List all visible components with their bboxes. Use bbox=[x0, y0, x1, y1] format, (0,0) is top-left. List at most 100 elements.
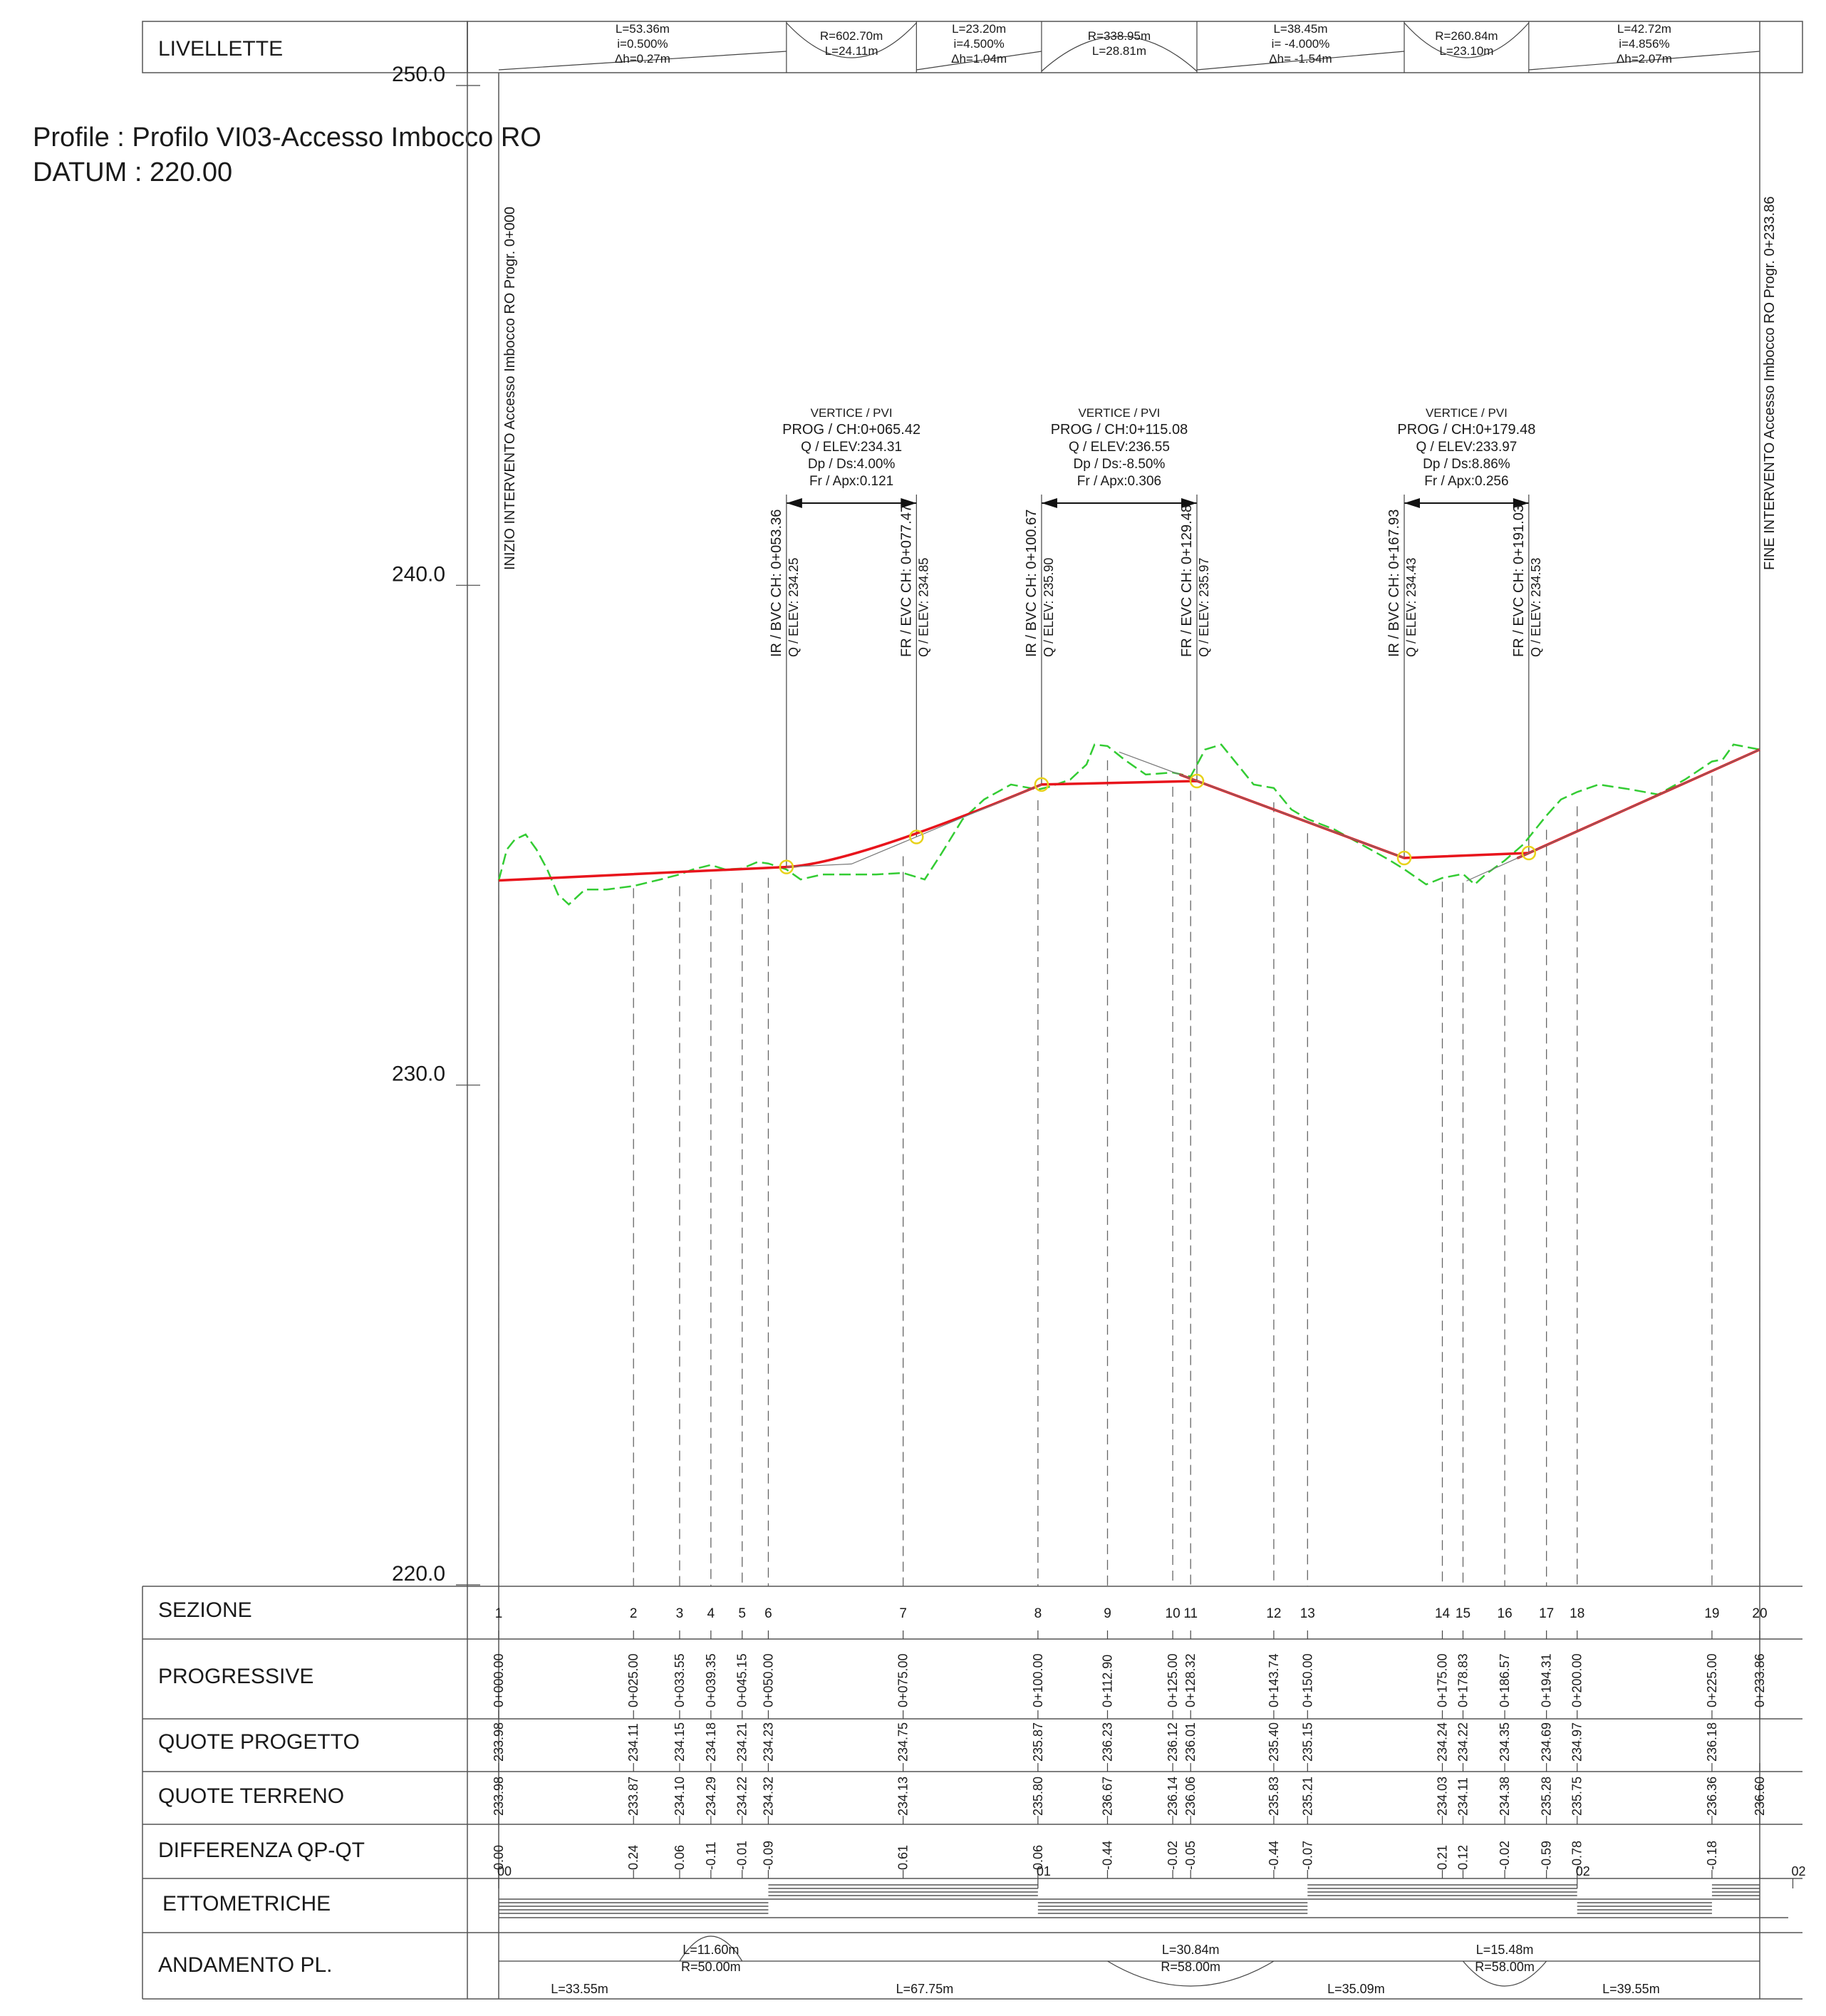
section-difference: -0.44 bbox=[1267, 1841, 1281, 1870]
andamento-curve-length: L=11.60m bbox=[683, 1943, 739, 1957]
livellette-sag-curve bbox=[786, 22, 917, 58]
profile-title: Profile : Profilo VI03-Accesso Imbocco R… bbox=[33, 123, 541, 153]
section-quota-progetto: 234.23 bbox=[761, 1722, 775, 1762]
section-progressive: 0+050.00 bbox=[761, 1653, 775, 1707]
section-number: 11 bbox=[1183, 1606, 1198, 1621]
pvi-elev-label: Q / ELEV: 234.53 bbox=[1529, 558, 1543, 657]
section-number: 18 bbox=[1570, 1606, 1584, 1621]
pvi-arrow-left bbox=[1041, 498, 1057, 508]
pvi-elev-label: Q / ELEV: 234.43 bbox=[1404, 558, 1418, 657]
livellette-text: Δh=1.04m bbox=[951, 52, 1007, 66]
andamento-segment-length: L=39.55m bbox=[1602, 1982, 1660, 1996]
pvi-chainage-label: FR / EVC CH: 0+077.47 bbox=[898, 505, 914, 657]
livellette-text: R=602.70m bbox=[820, 29, 883, 43]
pvi-arrow-right bbox=[1181, 498, 1197, 508]
section-progressive: 0+178.83 bbox=[1456, 1653, 1470, 1707]
livellette-text: L=23.10m bbox=[1439, 44, 1493, 58]
section-number: 4 bbox=[707, 1606, 715, 1621]
pvi-text: Fr / Apx:0.306 bbox=[1077, 474, 1161, 489]
andamento-curve: L=30.84m R=58.00m bbox=[1107, 1943, 1275, 1987]
pvi-chainage-group: FR / EVC CH: 0+077.47 Q / ELEV: 234.85 bbox=[898, 505, 930, 657]
section-difference: 0.00 bbox=[492, 1845, 506, 1870]
pvi-text: Dp / Ds:8.86% bbox=[1423, 457, 1510, 472]
section-progressive: 0+233.86 bbox=[1753, 1653, 1767, 1707]
section-difference: -0.01 bbox=[735, 1841, 749, 1870]
section-difference: -0.02 bbox=[1166, 1841, 1180, 1870]
pvi-chainage-group: FR / EVC CH: 0+129.48 Q / ELEV: 235.97 bbox=[1179, 505, 1211, 657]
andamento-arc bbox=[679, 1935, 743, 1962]
section-quota-terreno: 236.67 bbox=[1100, 1777, 1114, 1816]
livellette-text: L=38.45m bbox=[1273, 22, 1327, 36]
section-quota-terreno: 235.21 bbox=[1300, 1777, 1314, 1816]
andamento-arc bbox=[1107, 1960, 1275, 1987]
andamento-curve-radius: R=58.00m bbox=[1475, 1960, 1535, 1974]
section-quota-progetto: 235.87 bbox=[1031, 1722, 1045, 1762]
andamento-segment-length: L=67.75m bbox=[896, 1982, 954, 1996]
section-quota-progetto: 234.22 bbox=[1456, 1722, 1470, 1762]
pvi-elev-label: Q / ELEV: 235.97 bbox=[1197, 558, 1211, 657]
start-label: INIZIO INTERVENTO Accesso Imbocco RO Pro… bbox=[502, 207, 518, 570]
pvi-chainage-label: IR / BVC CH: 0+100.67 bbox=[1024, 510, 1039, 657]
section-number: 20 bbox=[1752, 1606, 1767, 1621]
row-label-quote-progetto: QUOTE PROGETTO bbox=[158, 1730, 360, 1754]
section-difference: -0.44 bbox=[1100, 1841, 1114, 1870]
pvi-text: PROG / CH:0+179.48 bbox=[1397, 422, 1535, 438]
section-progressive: 0+100.00 bbox=[1031, 1653, 1045, 1707]
pvi-text: PROG / CH:0+065.42 bbox=[782, 422, 920, 438]
section-progressive: 0+194.31 bbox=[1540, 1653, 1554, 1707]
section-difference: -0.07 bbox=[1300, 1841, 1314, 1870]
section-quota-terreno: 234.38 bbox=[1498, 1777, 1512, 1816]
curve-point-marker bbox=[1521, 845, 1537, 861]
livellette-text: L=42.72m bbox=[1617, 22, 1671, 36]
section-progressive: 0+143.74 bbox=[1267, 1653, 1281, 1707]
livellette-text: Δh=2.07m bbox=[1617, 52, 1672, 66]
livellette-text: i=4.500% bbox=[953, 37, 1004, 51]
axis-tick-label: 240.0 bbox=[392, 562, 445, 586]
section-quota-terreno: 234.32 bbox=[761, 1777, 775, 1816]
section-quota-terreno: 234.11 bbox=[1456, 1777, 1470, 1816]
section-quota-terreno: 234.03 bbox=[1436, 1777, 1450, 1816]
section-progressive: 0+039.35 bbox=[704, 1653, 718, 1707]
andamento-curve-length: L=30.84m bbox=[1162, 1943, 1220, 1957]
section-quota-terreno: 236.60 bbox=[1753, 1777, 1767, 1816]
section-quota-terreno: 233.98 bbox=[492, 1777, 506, 1816]
section-number: 13 bbox=[1300, 1606, 1315, 1621]
pvi-tangent-line bbox=[1466, 749, 1760, 882]
pvi-text: VERTICE / PVI bbox=[1426, 406, 1508, 420]
profile-plot: VERTICE / PVI PROG / CH:0+065.42 Q / ELEV:… bbox=[497, 406, 1760, 1586]
pvi-chainage-label: FR / EVC CH: 0+129.48 bbox=[1179, 505, 1195, 657]
pvi-text: Q / ELEV:236.55 bbox=[1069, 440, 1170, 455]
section-number: 8 bbox=[1034, 1606, 1042, 1621]
pvi-tangent-line bbox=[1119, 751, 1405, 859]
section-quota-terreno: 235.75 bbox=[1570, 1777, 1584, 1816]
pvi-text: Q / ELEV:233.97 bbox=[1416, 440, 1517, 455]
section-difference: 0.24 bbox=[626, 1845, 640, 1870]
axis-tick-label: 250.0 bbox=[392, 63, 445, 86]
section-progressive: 0+025.00 bbox=[626, 1653, 640, 1707]
section-progressive: 0+186.57 bbox=[1498, 1653, 1512, 1707]
section-number: 1 bbox=[495, 1606, 503, 1621]
section-progressive: 0+125.00 bbox=[1166, 1653, 1180, 1707]
row-label-quote-terreno: QUOTE TERRENO bbox=[158, 1784, 344, 1808]
ground-profile-line bbox=[497, 743, 1760, 906]
section-quota-progetto: 233.98 bbox=[492, 1722, 506, 1762]
section-progressive: 0+150.00 bbox=[1300, 1653, 1314, 1707]
pvi-chainage-label: IR / BVC CH: 0+167.93 bbox=[1386, 510, 1402, 657]
section-quota-progetto: 234.21 bbox=[735, 1722, 749, 1762]
pvi-chainage-group: IR / BVC CH: 0+053.36 Q / ELEV: 234.25 bbox=[769, 510, 801, 657]
section-quota-terreno: 235.80 bbox=[1031, 1777, 1045, 1816]
section-quota-progetto: 235.40 bbox=[1267, 1722, 1281, 1762]
axis-tick-label: 230.0 bbox=[392, 1063, 445, 1086]
section-quota-progetto: 234.11 bbox=[626, 1723, 640, 1762]
andamento-curve-radius: R=50.00m bbox=[681, 1960, 741, 1974]
section-progressive: 0+075.00 bbox=[896, 1653, 911, 1707]
section-quota-progetto: 234.69 bbox=[1540, 1722, 1554, 1762]
section-quota-progetto: 236.01 bbox=[1183, 1722, 1198, 1762]
section-difference: 0.12 bbox=[1456, 1845, 1470, 1870]
pvi-arrow-right bbox=[1513, 498, 1529, 508]
